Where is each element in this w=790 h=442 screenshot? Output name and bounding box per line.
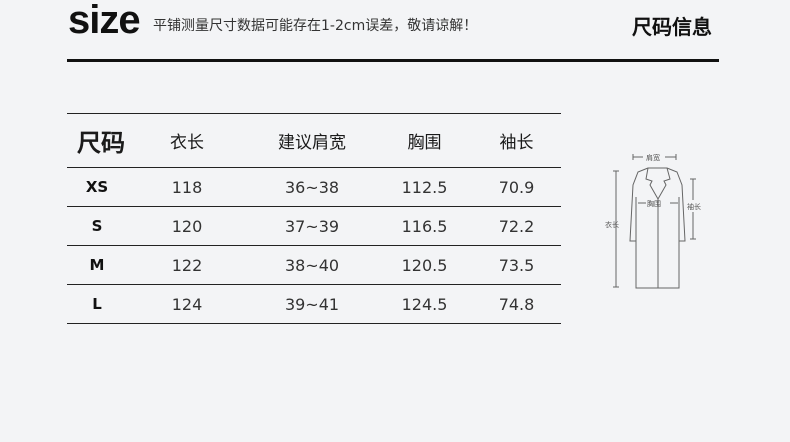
sleeve-label: 袖长 [687, 202, 701, 211]
value-cell: 70.9 [472, 167, 561, 207]
column-header: 胸围 [377, 113, 472, 168]
size-table: 尺码 衣长 建议肩宽 胸围 袖长 XS 118 36~38 112.5 70.9 S 120… [67, 113, 561, 324]
chest-label: 胸围 [647, 199, 661, 208]
table-row: M 122 38~40 120.5 73.5 [67, 245, 561, 285]
shoulder-label: 肩宽 [646, 153, 660, 162]
column-header: 袖长 [472, 113, 561, 168]
table-row: L 124 39~41 124.5 74.8 [67, 284, 561, 324]
section-title: 尺码信息 [632, 15, 712, 39]
divider [67, 59, 719, 62]
column-header: 建议肩宽 [247, 113, 377, 168]
size-cell: L [67, 284, 127, 324]
table-header-row: 尺码 衣长 建议肩宽 胸围 袖长 [67, 113, 561, 168]
value-cell: 112.5 [377, 167, 472, 207]
value-cell: 39~41 [247, 284, 377, 324]
size-cell: M [67, 245, 127, 285]
value-cell: 124.5 [377, 284, 472, 324]
value-cell: 36~38 [247, 167, 377, 207]
value-cell: 120.5 [377, 245, 472, 285]
length-label: 衣长 [605, 220, 619, 229]
value-cell: 74.8 [472, 284, 561, 324]
size-logo: size [68, 0, 141, 42]
value-cell: 72.2 [472, 206, 561, 246]
table-row: S 120 37~39 116.5 72.2 [67, 206, 561, 246]
size-cell: S [67, 206, 127, 246]
size-cell: XS [67, 167, 127, 207]
value-cell: 116.5 [377, 206, 472, 246]
value-cell: 118 [127, 167, 247, 207]
table-row: XS 118 36~38 112.5 70.9 [67, 167, 561, 207]
value-cell: 120 [127, 206, 247, 246]
value-cell: 38~40 [247, 245, 377, 285]
column-header: 尺码 [67, 113, 127, 168]
value-cell: 124 [127, 284, 247, 324]
coat-diagram: 肩宽 胸围 袖长 衣长 [605, 153, 701, 289]
value-cell: 73.5 [472, 245, 561, 285]
value-cell: 37~39 [247, 206, 377, 246]
measurement-note: 平铺测量尺寸数据可能存在1-2cm误差，敬请谅解！ [153, 18, 478, 34]
value-cell: 122 [127, 245, 247, 285]
column-header: 衣长 [127, 113, 247, 168]
